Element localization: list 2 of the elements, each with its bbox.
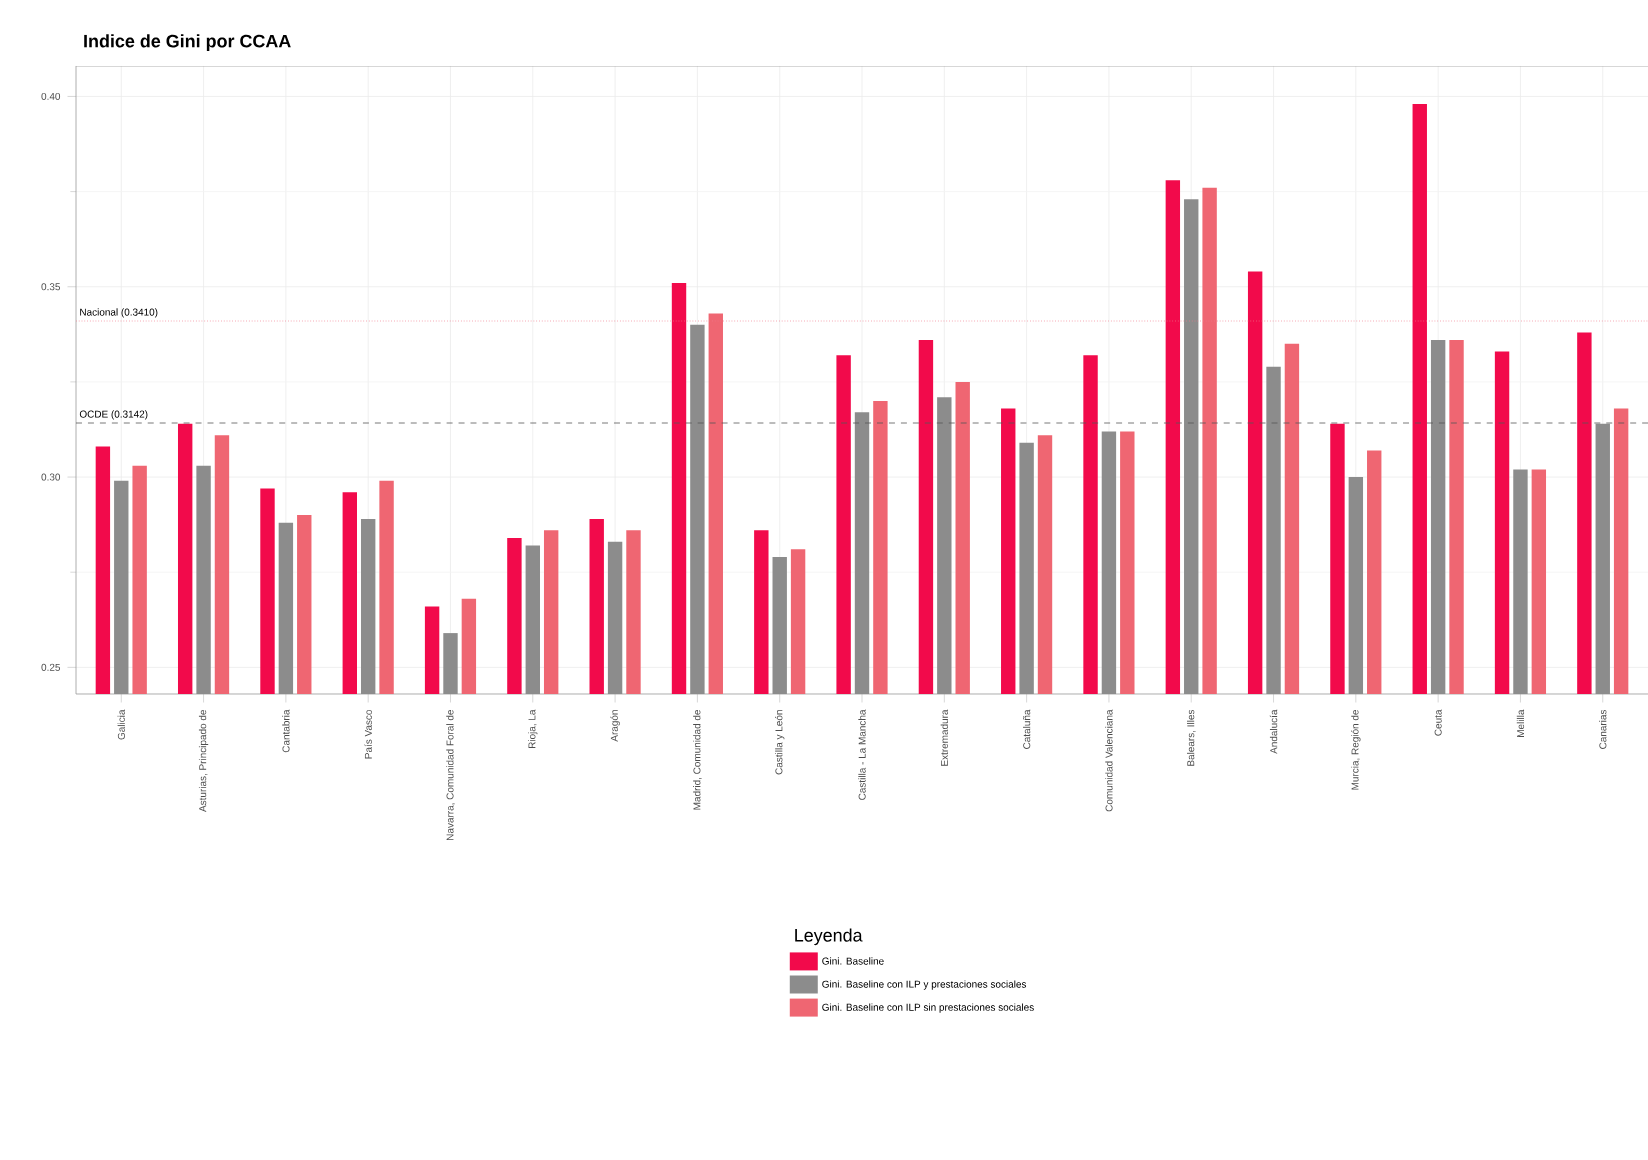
legend-title: Leyenda <box>795 928 863 946</box>
chart-title: Indice de Gini por CCAA <box>84 34 291 51</box>
